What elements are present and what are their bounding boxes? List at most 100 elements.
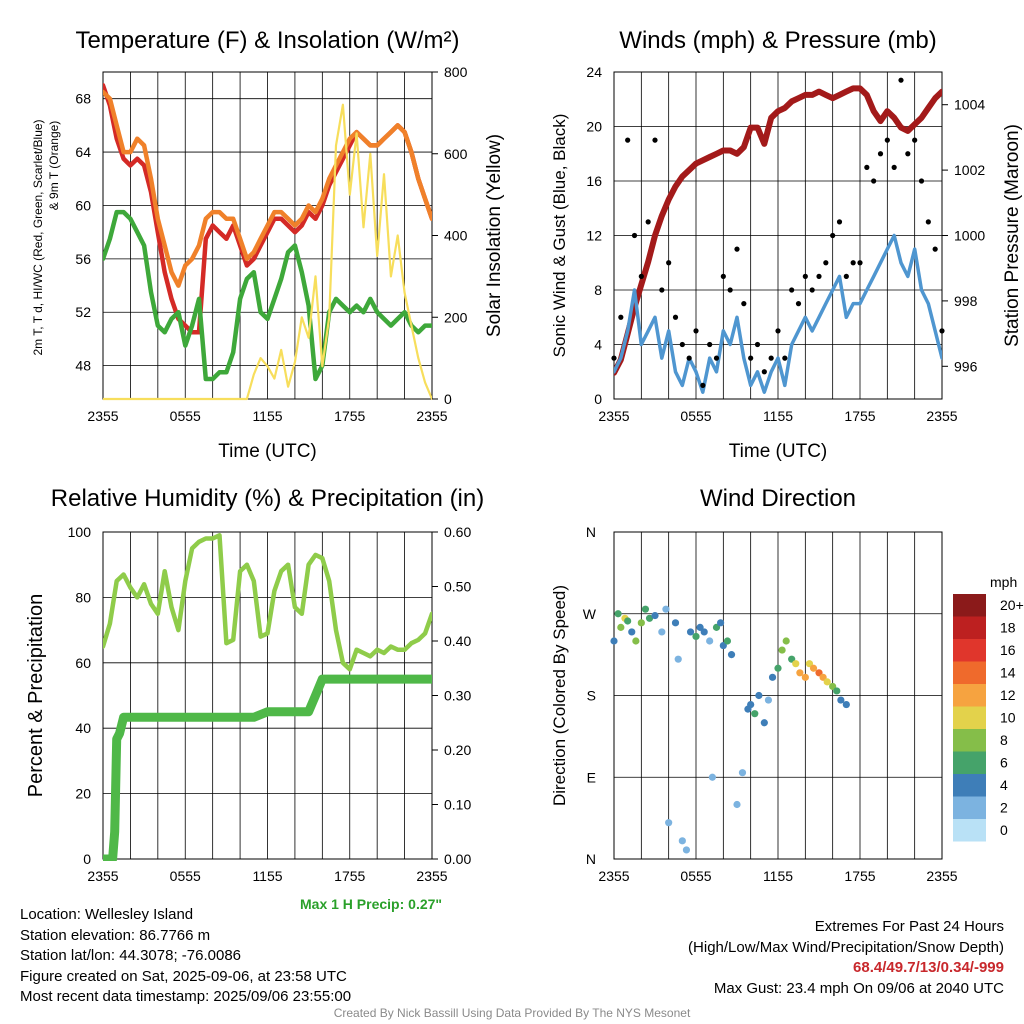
dir-point [662, 605, 670, 613]
wind-series-gust-point [631, 232, 638, 239]
wind-series-gust-point [761, 369, 767, 375]
colorbar-label: 20+ [1000, 597, 1024, 613]
dir-panel [610, 531, 986, 860]
dir-point [706, 637, 714, 645]
dir-ytick-label: N [586, 524, 596, 540]
dir-ytick-label: E [587, 769, 596, 785]
wind-series-gust-point [850, 260, 856, 266]
dir-point [751, 710, 759, 718]
wind-series-pressure-line [614, 85, 942, 376]
wind-series-gust-point [727, 287, 733, 293]
wind-series-gust-point [877, 151, 884, 157]
wind-series-gust-point [652, 137, 658, 143]
dir-point [658, 628, 666, 636]
dir-point [614, 610, 622, 618]
temp-series-9m-t-line [103, 89, 432, 288]
dir-point [628, 628, 636, 636]
colorbar-swatch [953, 796, 986, 819]
dir-point [768, 673, 777, 681]
dir-point [792, 660, 800, 668]
rh-y2tick-label: 0.20 [444, 742, 471, 758]
wind-series-gust-point [700, 382, 706, 388]
wind-y2tick-label: 1004 [954, 97, 985, 113]
rh-panel [102, 531, 438, 861]
dir-point [632, 637, 640, 645]
extremes-title: Extremes For Past 24 Hours [814, 918, 1004, 935]
wind-series-gust-point [898, 77, 904, 83]
temp-ylabel-line1: 2m T, T d, HI/WC (Red, Green, Scarlet/Bl… [31, 119, 45, 355]
wind-series-gust-point [816, 273, 822, 279]
wind-y2tick-label: 996 [954, 358, 978, 374]
dir-point [738, 769, 747, 777]
station-info: Location: Wellesley Island Station eleva… [20, 905, 351, 1008]
temp-xtick-label: 1755 [334, 408, 365, 424]
dir-point [733, 800, 741, 809]
wind-series-gust-point [748, 355, 754, 361]
dir-xtick-label: 2355 [598, 868, 629, 884]
wind-series-gust-point [843, 273, 849, 279]
wind-series-gust-point [754, 341, 761, 348]
temp-series-solar-line [103, 103, 432, 401]
dir-point [833, 687, 841, 695]
temp-ytick-label: 52 [75, 304, 91, 320]
wind-ytick-label: 0 [594, 391, 602, 407]
wind-ytick-label: 4 [594, 337, 602, 353]
rh-ytick-label: 0 [83, 851, 91, 867]
colorbar-swatch [953, 661, 986, 684]
colorbar-swatch [953, 616, 986, 639]
temp-ytick-label: 64 [75, 144, 91, 160]
dir-point [708, 773, 717, 781]
wind-series-gust-point [734, 246, 740, 252]
colorbar-label: 6 [1000, 755, 1008, 771]
dir-point [823, 678, 831, 686]
colorbar-swatch [953, 774, 986, 797]
rh-xtick-label: 2355 [416, 868, 447, 884]
temp-y2tick-label: 0 [444, 391, 452, 407]
elevation-text: Station elevation: 86.7766 m [20, 926, 211, 944]
wind-series-gust-point [823, 260, 829, 266]
dir-point [674, 655, 682, 663]
rh-y2tick-label: 0.60 [444, 524, 471, 540]
wind-series-gust-point [857, 260, 863, 266]
rh-ytick-label: 80 [75, 589, 91, 605]
temp-title: Temperature (F) & Insolation (W/m²) [75, 27, 459, 54]
rh-series-precipitation-line [103, 674, 432, 861]
colorbar-label: 10 [1000, 710, 1016, 726]
wind-xtick-label: 1755 [844, 408, 875, 424]
wind-series-gust-point [830, 232, 836, 239]
colorbar-label: 2 [1000, 800, 1008, 816]
colorbar-swatch [953, 706, 986, 729]
wind-y2tick-label: 998 [954, 293, 978, 309]
rh-xtick-label: 1755 [334, 868, 365, 884]
rh-ytick-label: 20 [75, 786, 91, 802]
colorbar-label: 12 [1000, 687, 1016, 703]
rh-xtick-label: 0555 [170, 868, 201, 884]
wind-y2tick-label: 1002 [954, 162, 985, 178]
temp-ytick-label: 60 [75, 197, 91, 213]
dir-xtick-label: 2355 [926, 868, 957, 884]
dir-point [645, 614, 654, 622]
dir-ylabel: Direction (Colored By Speed) [550, 585, 569, 806]
wind-series-gust-point [672, 314, 679, 320]
dir-point [760, 719, 768, 727]
wind-series-gust-point [864, 164, 870, 170]
dir-point [764, 696, 773, 704]
wind-series-sonic-wind-line [614, 233, 942, 394]
rh-series-rh-line [103, 533, 432, 672]
dir-point [809, 664, 818, 672]
temp-ytick-label: 48 [75, 358, 91, 374]
wind-series-gust-point [795, 301, 802, 307]
colorbar-swatch [953, 684, 986, 707]
wind-title: Winds (mph) & Pressure (mb) [619, 27, 936, 54]
dir-point [617, 623, 625, 631]
rh-y2tick-label: 0.10 [444, 797, 471, 813]
wind-xtick-label: 2355 [598, 408, 629, 424]
wind-series-gust-point [666, 260, 672, 266]
temp-ytick-label: 56 [75, 251, 91, 267]
dir-point [796, 669, 804, 677]
dir-point [774, 664, 782, 672]
wind-xlabel: Time (UTC) [729, 441, 828, 462]
wind-series-gust-point [618, 314, 624, 320]
temp-y2tick-label: 400 [444, 228, 468, 244]
